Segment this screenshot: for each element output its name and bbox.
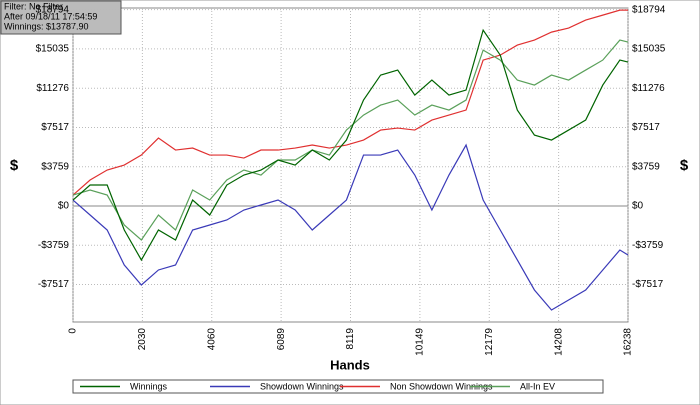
y2-tick-label: $15035 xyxy=(632,44,666,55)
x-tick-label: 16238 xyxy=(623,328,634,356)
y2-tick-label: $7517 xyxy=(632,122,660,133)
info-winnings: Winnings: $13787.90 xyxy=(4,21,89,31)
y2-axis-label: $ xyxy=(680,157,689,174)
x-tick-label: 6089 xyxy=(276,328,287,351)
y-tick-label: $7517 xyxy=(41,122,69,133)
x-tick-label: 12179 xyxy=(484,328,495,356)
legend-label: Non Showdown Winnings xyxy=(390,381,493,391)
y2-tick-label: $11276 xyxy=(632,83,665,94)
y2-tick-label: -$7517 xyxy=(632,279,664,290)
y2-tick-label: -$3759 xyxy=(632,240,664,251)
x-tick-label: 10149 xyxy=(415,328,426,356)
y-tick-label: $18794 xyxy=(36,4,70,15)
y-tick-label: $11276 xyxy=(36,83,69,94)
info-box xyxy=(0,0,122,35)
y2-tick-label: $3759 xyxy=(632,161,660,172)
series-line xyxy=(72,9,628,196)
y-tick-label: -$3759 xyxy=(38,240,70,251)
series-line xyxy=(72,39,629,241)
x-tick-label: 2030 xyxy=(137,328,148,351)
legend-label: Winnings xyxy=(130,381,168,391)
info-after: After 09/18/11 17:54:59 xyxy=(4,11,97,21)
x-tick-label: 4060 xyxy=(206,328,217,351)
y-tick-label: $15035 xyxy=(36,44,70,55)
y2-tick-label: $18794 xyxy=(632,4,666,15)
x-axis-label: Hands xyxy=(330,357,370,372)
y-tick-label: $0 xyxy=(58,201,70,212)
y-axis-label: $ xyxy=(10,157,19,174)
series-line xyxy=(72,28,629,262)
x-tick-label: 8119 xyxy=(345,328,356,350)
y-tick-label: -$7517 xyxy=(38,279,70,290)
y-tick-label: $3759 xyxy=(41,161,69,172)
legend-label: All-In EV xyxy=(520,381,555,391)
info-filter: Filter: No Filter xyxy=(4,1,63,11)
legend-label: Showdown Winnings xyxy=(260,381,344,391)
series-line xyxy=(72,143,629,311)
legend xyxy=(72,379,604,394)
y2-tick-label: $0 xyxy=(632,201,644,212)
x-tick-label: 14208 xyxy=(553,328,564,356)
x-tick-label: 0 xyxy=(68,328,79,334)
